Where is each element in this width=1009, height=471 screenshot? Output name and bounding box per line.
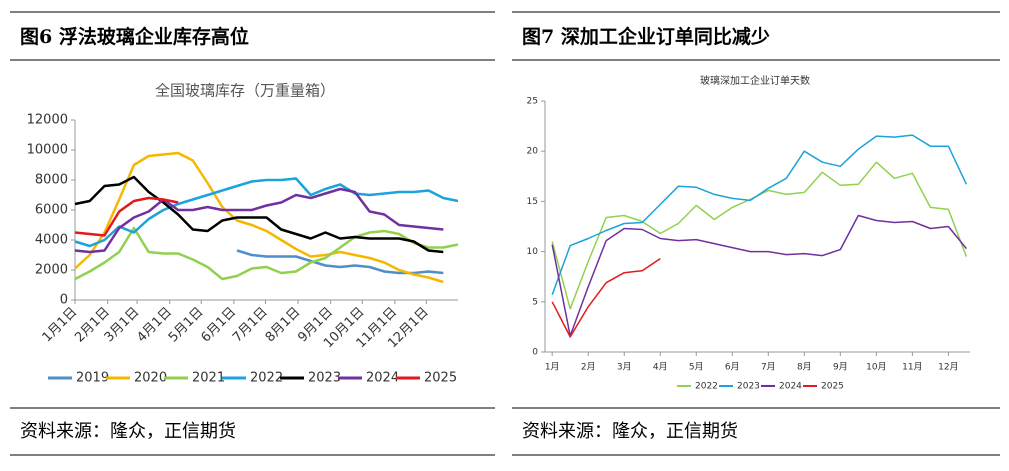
frame (10, 11, 1000, 456)
x-tick-label: 9月 (833, 362, 848, 373)
x-tick-label: 11月 (902, 362, 922, 373)
series-line (74, 196, 179, 237)
x-tick-label: 4月1日 (134, 305, 175, 346)
series-line (236, 249, 444, 275)
legend-label: 2022 (250, 371, 283, 386)
series-line (551, 257, 661, 338)
y-tick-label: 5 (532, 297, 538, 307)
series-line (74, 226, 459, 281)
source: 资料来源：隆众，正信期货 (20, 421, 236, 442)
x-tick-label: 6月 (725, 362, 740, 373)
legend-label: 2024 (779, 382, 802, 392)
source: 资料来源：隆众，正信期货 (522, 421, 738, 442)
x-tick-label: 3月 (617, 362, 632, 373)
x-tick-label: 10月 (866, 362, 886, 373)
x-tick-label: 7月1日 (230, 305, 271, 346)
chart-title: 玻璃深加工企业订单天数 (700, 74, 810, 87)
x-tick-label: 1月1日 (40, 305, 81, 346)
x-tick-label: 5月1日 (166, 305, 207, 346)
y-tick-label: 6000 (35, 203, 68, 218)
y-tick-label: 0 (532, 348, 538, 358)
series-line (74, 187, 444, 254)
x-tick-label: 12月 (938, 362, 958, 373)
legend-label: 2019 (76, 371, 109, 386)
legend-label: 2024 (366, 371, 399, 386)
legend-label: 2023 (308, 371, 341, 386)
y-tick-label: 8000 (35, 173, 68, 188)
y-tick-label: 15 (527, 197, 538, 207)
y-tick-label: 10 (527, 247, 539, 257)
y-tick-label: 10000 (27, 143, 68, 158)
x-tick-label: 8月 (797, 362, 812, 373)
x-tick-label: 5月 (689, 362, 704, 373)
series-line (551, 134, 968, 296)
legend-label: 2025 (821, 382, 844, 392)
x-tick-label: 2月 (581, 362, 596, 373)
series-line (74, 151, 444, 284)
figure-label: 图7 深加工企业订单同比减少 (522, 25, 770, 48)
series-line (551, 214, 967, 337)
series-line (74, 177, 459, 248)
x-tick-label: 7月 (761, 362, 776, 373)
legend-label: 2022 (695, 382, 718, 392)
y-tick-label: 25 (527, 97, 538, 107)
figure-label: 图6 浮法玻璃企业库存高位 (20, 25, 249, 48)
x-tick-label: 4月 (653, 362, 668, 373)
x-tick-label: 1月 (545, 362, 560, 373)
legend-label: 2020 (134, 371, 167, 386)
legend-label: 2025 (424, 371, 457, 386)
y-tick-label: 0 (60, 293, 68, 308)
y-tick-label: 12000 (27, 113, 68, 128)
x-tick-label: 8月1日 (263, 305, 304, 346)
chart-title: 全国玻璃库存（万重量箱） (155, 82, 335, 100)
x-tick-label: 6月1日 (198, 305, 239, 346)
legend-label: 2023 (737, 382, 760, 392)
y-tick-label: 2000 (35, 263, 68, 278)
y-tick-label: 20 (527, 147, 539, 157)
y-tick-label: 4000 (35, 233, 68, 248)
legend-label: 2021 (192, 371, 225, 386)
series-line (74, 175, 444, 254)
